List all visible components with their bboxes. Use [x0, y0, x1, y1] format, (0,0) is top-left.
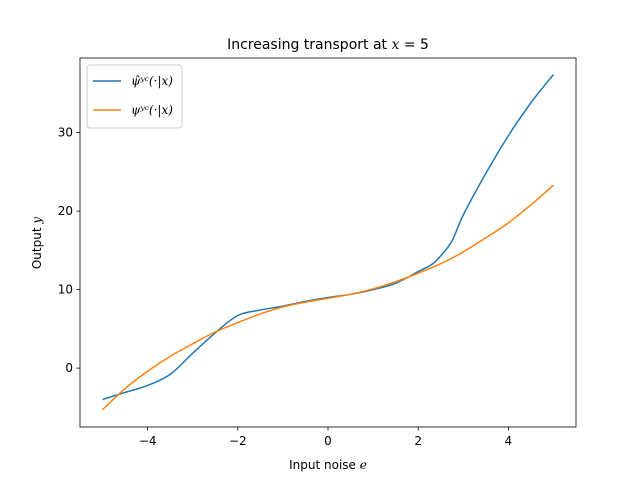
y-tick-label: 0 — [65, 361, 73, 375]
x-tick-label: −4 — [139, 434, 157, 448]
y-axis-label: Output y — [30, 217, 44, 270]
plot-area: −4 −2 0 2 4 0 10 20 30 — [58, 57, 577, 448]
legend-label-psi: ψʸᶜ(·|x) — [131, 103, 173, 117]
y-tick-label: 30 — [58, 126, 73, 140]
series-lines — [102, 74, 555, 411]
legend-label-psi-hat: ψ̂ʸᶜ(·|x) — [131, 74, 173, 88]
x-tick-label: 0 — [324, 434, 332, 448]
series-line-psi — [102, 184, 554, 411]
chart-title: Increasing transport at x = 5 — [227, 37, 429, 53]
y-axis-ticks: 0 10 20 30 — [58, 126, 80, 375]
x-tick-label: 2 — [414, 434, 422, 448]
x-axis-ticks: −4 −2 0 2 4 — [139, 427, 512, 448]
y-tick-label: 20 — [58, 204, 73, 218]
x-tick-label: 4 — [505, 434, 513, 448]
x-tick-label: −2 — [229, 434, 247, 448]
x-axis-label: Input noise e — [289, 458, 367, 472]
legend: ψ̂ʸᶜ(·|x) ψʸᶜ(·|x) — [86, 64, 183, 129]
y-tick-label: 10 — [58, 283, 73, 297]
